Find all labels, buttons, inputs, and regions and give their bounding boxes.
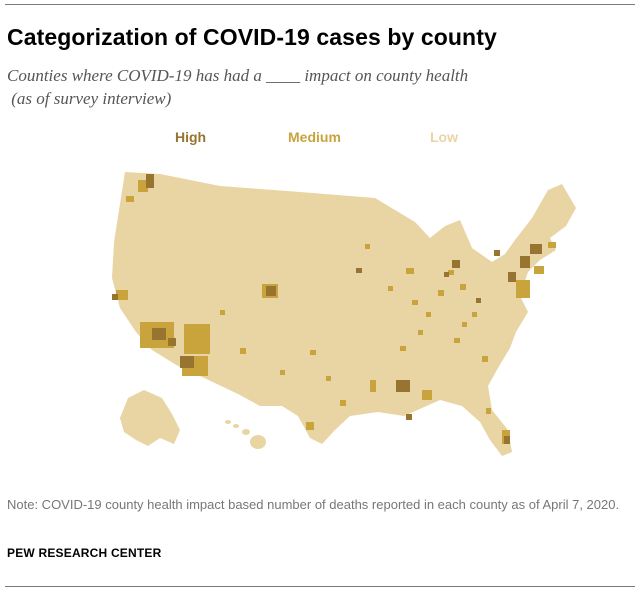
high-counties (112, 174, 542, 444)
chart-subtitle: Counties where COVID-19 has had a ____ i… (7, 66, 469, 108)
bottom-rule (5, 586, 635, 587)
legend: High Medium Low (0, 129, 640, 149)
contiguous-us-shape (112, 172, 576, 456)
source-credit: PEW RESEARCH CENTER (7, 546, 162, 560)
alaska-shape (120, 390, 180, 446)
legend-low: Low (430, 129, 458, 145)
note: Note: COVID-19 county health impact base… (7, 497, 620, 512)
legend-high: High (175, 129, 207, 145)
legend-medium: Medium (288, 129, 341, 145)
hawaii-shape (225, 420, 266, 449)
chart-title: Categorization of COVID-19 cases by coun… (7, 24, 497, 50)
top-rule (5, 4, 635, 5)
us-county-map (112, 172, 576, 456)
